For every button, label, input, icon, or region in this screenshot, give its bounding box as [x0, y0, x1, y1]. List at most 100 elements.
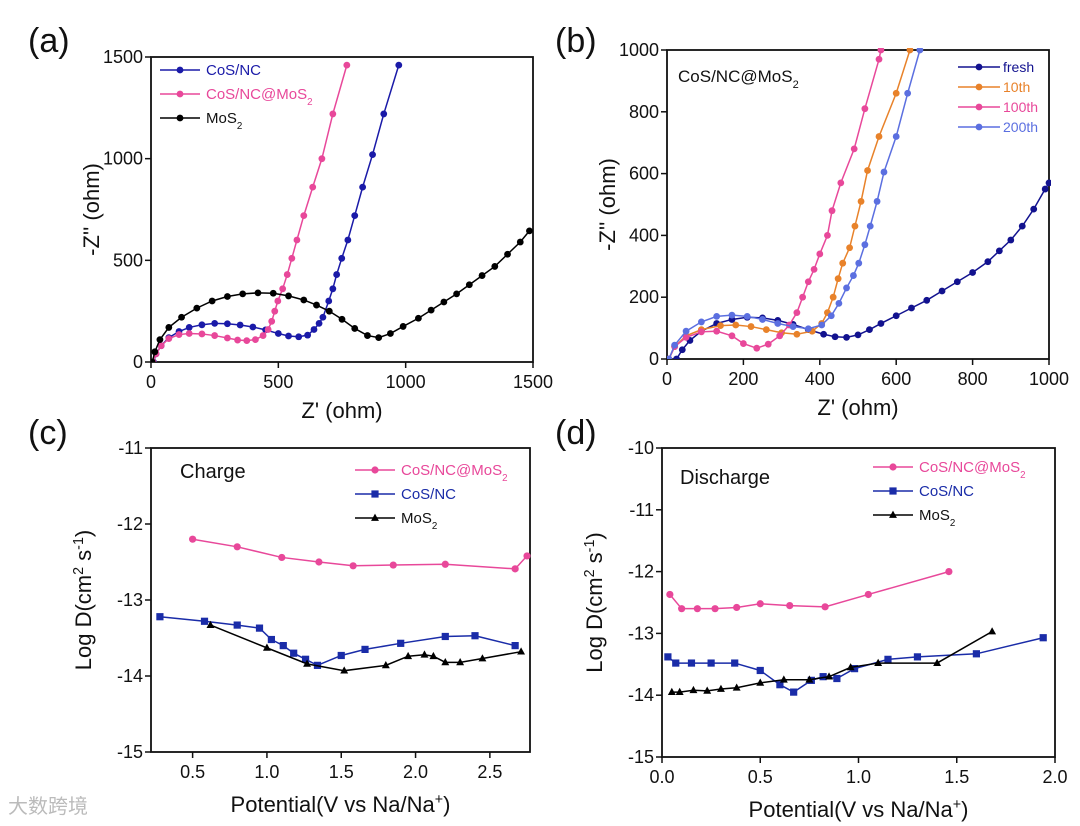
data-point [913, 653, 922, 661]
data-point [875, 133, 883, 140]
data-point [206, 620, 215, 628]
legend-marker [975, 83, 983, 91]
legend-marker [889, 487, 897, 495]
data-point [319, 313, 327, 321]
data-point [850, 272, 857, 279]
x-tick-label: 0 [662, 369, 672, 389]
legend-marker [176, 114, 184, 122]
data-point [908, 304, 915, 312]
data-point [279, 642, 287, 650]
x-tick-label: 0.5 [180, 762, 205, 782]
data-point [156, 613, 164, 621]
data-point [264, 326, 272, 333]
data-point [254, 289, 262, 297]
x-tick-label: 2.0 [1042, 767, 1067, 787]
y-tick-label: -12 [117, 514, 143, 534]
data-point [846, 244, 853, 252]
data-point [875, 55, 883, 63]
data-point [517, 647, 526, 655]
y-tick-label: 500 [113, 250, 143, 270]
series-200th [667, 48, 924, 359]
data-point [1041, 185, 1049, 193]
data-point [866, 222, 874, 230]
data-point [805, 675, 814, 683]
data-point [389, 561, 397, 569]
data-point [511, 642, 519, 650]
y-tick-label: -11 [629, 500, 654, 520]
data-point [666, 590, 674, 599]
series-fresh [673, 179, 1051, 359]
data-point [667, 355, 673, 359]
data-point [713, 312, 721, 320]
data-point [491, 263, 499, 270]
data-point [313, 301, 320, 309]
legend-marker [975, 103, 983, 111]
data-point [759, 316, 766, 323]
data-point [892, 89, 900, 97]
y-tick-label: 1000 [103, 149, 143, 169]
x-tick-label: 0.0 [649, 767, 674, 787]
x-tick-label: 1000 [386, 372, 426, 392]
data-point [300, 212, 308, 220]
data-point [873, 198, 881, 205]
data-point [441, 658, 450, 666]
data-point [682, 327, 690, 335]
data-point [233, 621, 241, 629]
series-cos-nc-mos2 [189, 535, 531, 573]
legend-label: 200th [1003, 119, 1038, 135]
panel-annotation: CoS/NC@MoS2 [678, 67, 799, 91]
data-point [156, 336, 164, 344]
y-tick-label: 0 [649, 349, 659, 369]
data-point [793, 330, 801, 338]
data-point [340, 666, 349, 674]
data-point [375, 334, 383, 341]
data-point [850, 665, 859, 673]
data-point [861, 241, 869, 249]
data-point [843, 333, 850, 341]
data-point [329, 285, 337, 293]
data-point [234, 336, 241, 344]
legend-marker [889, 463, 897, 471]
data-point [804, 325, 812, 333]
data-point [732, 683, 741, 691]
data-point [671, 341, 679, 349]
data-point [224, 334, 231, 342]
panel-c: 0.5 1.0 1.5 2.0 2.5 -15 -14 -13 -12 -11 Potential(… [71, 438, 531, 817]
data-point [165, 324, 173, 331]
plot-frame [666, 49, 1050, 360]
data-point [880, 168, 888, 176]
data-point [325, 297, 333, 305]
y-tick-label: -11 [118, 438, 143, 458]
data-point [804, 278, 812, 286]
series-mos2 [151, 227, 533, 362]
data-point [337, 651, 345, 660]
data-point [675, 687, 684, 695]
data-point [762, 326, 770, 334]
data-point [678, 605, 686, 613]
data-point [864, 167, 871, 174]
data-point [338, 254, 346, 262]
data-point [478, 272, 486, 279]
y-tick-label: -13 [628, 623, 654, 643]
data-point [1018, 222, 1026, 230]
data-point [747, 323, 755, 330]
data-point [259, 332, 267, 339]
data-point [249, 323, 257, 331]
plot-frame [661, 447, 1056, 758]
data-point [395, 61, 403, 69]
data-point [233, 543, 241, 551]
series-line [210, 624, 522, 672]
data-point [288, 254, 296, 262]
data-point [857, 198, 865, 205]
y-tick-label: -12 [628, 562, 654, 582]
data-point [687, 659, 696, 667]
data-point [834, 275, 842, 283]
data-point [200, 617, 209, 625]
data-point [716, 684, 725, 692]
x-axis-label: Z' (ohm) [817, 395, 898, 420]
data-point [667, 687, 676, 695]
data-point [369, 151, 376, 159]
data-point [810, 265, 818, 273]
series-line [667, 636, 1044, 693]
